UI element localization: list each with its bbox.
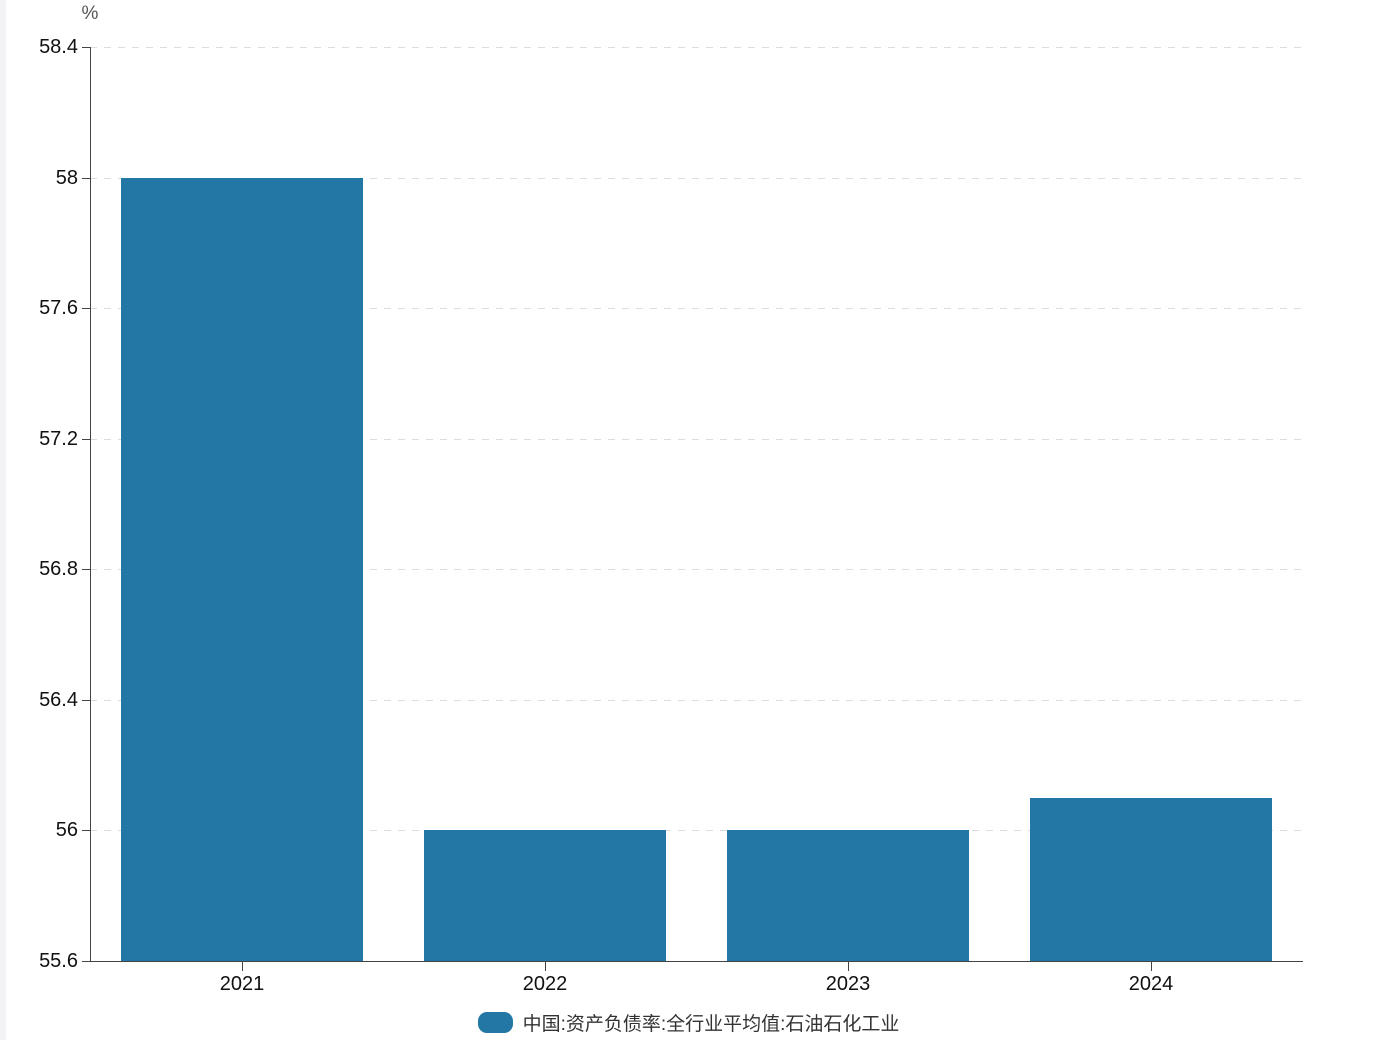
- x-axis-label: 2022: [522, 973, 568, 995]
- gridline: [90, 830, 1302, 831]
- x-axis-line: [90, 961, 1303, 962]
- y-axis-tick: [82, 830, 90, 831]
- x-axis-tick: [848, 961, 849, 971]
- y-axis-label: 56: [55, 819, 78, 841]
- legend-series-label: 中国:资产负债率:全行业平均值:石油石化工业: [522, 1013, 900, 1035]
- gridline: [90, 439, 1302, 440]
- legend-item[interactable]: 中国:资产负债率:全行业平均值:石油石化工业: [477, 1009, 900, 1036]
- x-axis-label: 2024: [1128, 973, 1174, 995]
- y-axis-line: [90, 47, 91, 961]
- bar-2023[interactable]: [727, 830, 969, 961]
- gridline: [90, 700, 1302, 701]
- x-axis-tick: [1151, 961, 1152, 971]
- y-axis-tick: [82, 569, 90, 570]
- y-axis-label: 58.4: [39, 36, 78, 58]
- y-axis-tick: [82, 439, 90, 440]
- page-left-edge: [0, 0, 6, 1040]
- y-axis-unit-label: %: [81, 3, 99, 24]
- gridline: [90, 47, 1302, 48]
- y-axis-tick: [82, 961, 90, 962]
- bar-2021[interactable]: [121, 178, 363, 961]
- y-axis-label: 58: [55, 167, 78, 189]
- y-axis-tick: [82, 308, 90, 309]
- y-axis-label: 56.8: [39, 558, 78, 580]
- legend-series-marker-icon: [477, 1011, 513, 1033]
- gridline: [90, 308, 1302, 309]
- x-axis-tick: [242, 961, 243, 971]
- y-axis-label: 57.2: [39, 428, 78, 450]
- y-axis-label: 57.6: [39, 297, 78, 319]
- y-axis-tick: [82, 700, 90, 701]
- gridline: [90, 569, 1302, 570]
- y-axis-label: 55.6: [39, 950, 78, 972]
- y-axis-tick: [82, 178, 90, 179]
- bar-2024[interactable]: [1030, 798, 1272, 961]
- x-axis-label: 2021: [219, 973, 265, 995]
- gridline: [90, 178, 1302, 179]
- legend: 中国:资产负债率:全行业平均值:石油石化工业: [0, 1007, 1377, 1037]
- y-axis-label: 56.4: [39, 689, 78, 711]
- bar-2022[interactable]: [424, 830, 666, 961]
- y-axis-tick: [82, 47, 90, 48]
- x-axis-label: 2023: [825, 973, 871, 995]
- x-axis-tick: [545, 961, 546, 971]
